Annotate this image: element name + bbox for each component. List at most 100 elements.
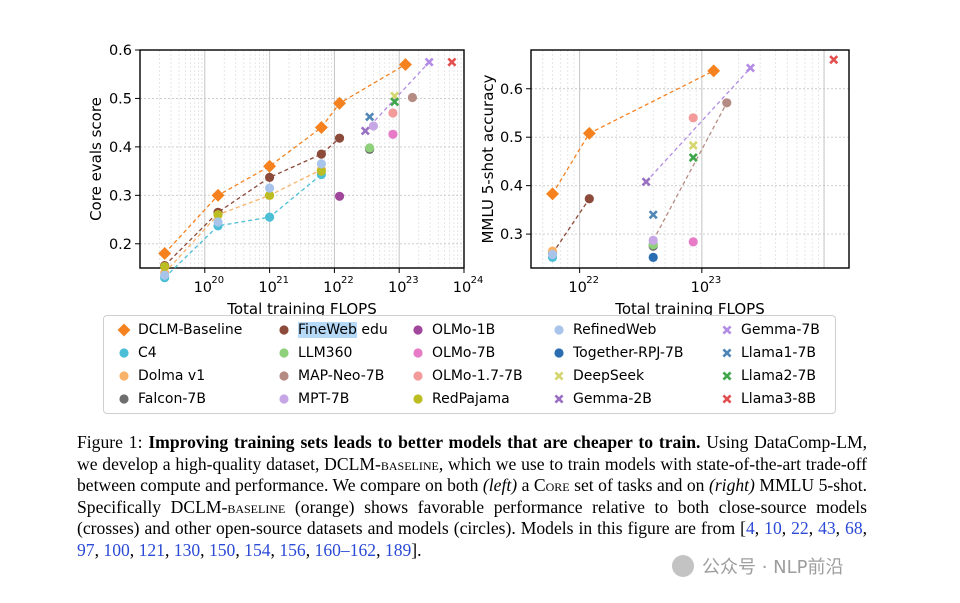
legend-marker-gemma-2b-b	[554, 394, 564, 404]
legend-marker-c4	[119, 348, 129, 358]
left-line-dolma-v1	[164, 169, 322, 274]
legend-marker-llama2-7b-b	[722, 371, 732, 381]
right-y-axis-label: MMLU 5-shot accuracy	[479, 74, 497, 243]
left-point-gemma-7b	[424, 57, 434, 67]
left-point-c4	[265, 212, 275, 222]
legend-label: RefinedWeb	[573, 322, 657, 338]
circle-marker-icon	[413, 371, 423, 381]
left-point-dclm-baseline	[332, 96, 347, 110]
legend-marker-redpajama	[413, 394, 423, 404]
left-point-fineweb-edu	[334, 133, 345, 143]
caption-core-sc: Core	[533, 475, 570, 495]
citation-link[interactable]: 150	[208, 539, 236, 560]
citation-link[interactable]: 189	[384, 539, 412, 560]
right-point-olmo-7b	[688, 237, 698, 247]
legend-label: FineWeb edu	[298, 322, 388, 338]
left-point-gemma-2b	[360, 126, 370, 136]
left-xtick-exponent: 21	[276, 275, 289, 286]
right-point-refinedweb	[547, 249, 558, 260]
circle-marker-icon	[554, 348, 564, 358]
right-point-mpt-7b	[648, 235, 658, 245]
caption-dclm-1: DCLM-	[324, 453, 381, 474]
legend: DCLM-Baseline C4 Dolma v1 Falcon-7B FineWeb …	[103, 315, 836, 414]
legend-marker-llama3-8b-b	[722, 394, 732, 404]
legend-marker-olmo-1b	[413, 325, 423, 335]
right-point-dclm-baseline	[582, 126, 596, 140]
caption-right: (right)	[708, 475, 755, 495]
left-point-fineweb-edu	[316, 149, 326, 159]
legend-item-llama2-7b: Llama2-7B	[719, 365, 816, 387]
caption-text-2: , which we use to train models with stat…	[77, 453, 867, 496]
citation-link[interactable]: 156	[279, 539, 306, 560]
citation-link[interactable]: 130	[173, 539, 201, 560]
right-xtick-exponent: 23	[708, 275, 721, 286]
right-point-llama2-7b-b	[688, 153, 698, 163]
left-point-olmo-7b	[388, 129, 398, 139]
citation-link[interactable]: 4	[745, 518, 755, 538]
citation-link[interactable]: 22	[791, 518, 809, 538]
citation-link[interactable]: 121	[138, 539, 165, 560]
legend-label: Gemma-2B	[573, 391, 652, 407]
citation-link[interactable]: 100	[103, 539, 130, 560]
left-chart-core-evals: 0.20.30.40.50.610 20 10 21 10 22 10 23 10 24Total…	[87, 43, 483, 318]
legend-marker-olmo-7b	[413, 348, 423, 358]
legend-item-llama3-8b: Llama3-8B	[719, 388, 816, 410]
legend-label: Llama1-7B	[741, 345, 816, 361]
citation-link[interactable]: 68	[845, 518, 863, 538]
legend-item-c4: C4	[116, 342, 157, 364]
watermark: 公众号 · NLP前沿	[672, 552, 844, 580]
left-point-llama2-7b	[390, 97, 400, 107]
right-trend-mpt-to-map-neo	[652, 102, 728, 241]
right-point-gemma-2b-b	[641, 177, 651, 187]
circle-marker-icon	[554, 325, 564, 335]
legend-marker-llama1-7b	[722, 348, 732, 358]
legend-label: Llama3-8B	[741, 391, 816, 407]
circle-marker-icon	[279, 394, 289, 404]
right-ytick-label: 0.6	[500, 82, 523, 98]
cross-marker-icon	[554, 371, 564, 381]
left-point-dclm-baseline	[398, 57, 413, 72]
legend-item-fineweb-edu: FineWeb edu	[276, 319, 388, 341]
legend-marker-fineweb-edu	[279, 325, 289, 335]
legend-marker-refinedweb	[554, 325, 564, 335]
citation-link[interactable]: 160–162	[314, 539, 377, 560]
legend-item-falcon-7b: Falcon-7B	[116, 388, 206, 410]
left-trend-gemma-2b-to-gemma-7b	[364, 61, 430, 132]
legend-label: LLM360	[298, 345, 353, 361]
circle-marker-icon	[119, 371, 129, 381]
right-ytick-label: 0.4	[500, 179, 523, 195]
legend-item-gemma-2b: Gemma-2B	[551, 388, 652, 410]
right-line-dclm-baseline	[551, 70, 714, 195]
left-point-olmo-1-7-7b	[388, 108, 398, 118]
right-point-map-neo-7b	[722, 98, 732, 108]
left-point-fineweb-edu	[265, 172, 275, 183]
left-grid	[139, 49, 465, 268]
legend-marker-gemma-2b	[554, 394, 564, 404]
left-point-llama1-7b	[365, 112, 375, 122]
left-point-refinedweb	[265, 183, 275, 193]
caption-bold-title: Improving training sets leads to better …	[148, 432, 701, 452]
circle-marker-icon	[279, 348, 289, 358]
citation-link[interactable]: 43	[818, 518, 836, 538]
legend-label: Llama2-7B	[741, 368, 816, 384]
legend-label: DCLM-Baseline	[138, 322, 243, 338]
legend-label: C4	[138, 345, 157, 361]
citation-link[interactable]: 154	[244, 539, 271, 560]
citation-link[interactable]: 97	[77, 539, 95, 560]
right-point-gemma-7b-b	[745, 63, 755, 73]
legend-item-llama1-7b: Llama1-7B	[719, 342, 816, 364]
left-y-axis-label: Core evals score	[87, 97, 105, 221]
caption-text-5: MMLU 5-shot. Specifically	[77, 475, 868, 517]
left-point-dclm-baseline	[314, 120, 328, 135]
left-line-fineweb-edu	[164, 137, 340, 267]
right-point-llama2-7b	[688, 153, 698, 163]
left-ytick-label: 0.5	[109, 91, 132, 107]
legend-label: Together-RPJ-7B	[573, 345, 684, 361]
right-line-fineweb-edu	[551, 198, 590, 254]
left-point-llama3-8b-b	[447, 57, 457, 67]
left-xtick-label: 10	[323, 280, 341, 296]
right-point-fineweb-edu	[584, 194, 594, 204]
citation-link[interactable]: 10	[764, 518, 782, 538]
left-xtick-exponent: 22	[341, 275, 354, 286]
